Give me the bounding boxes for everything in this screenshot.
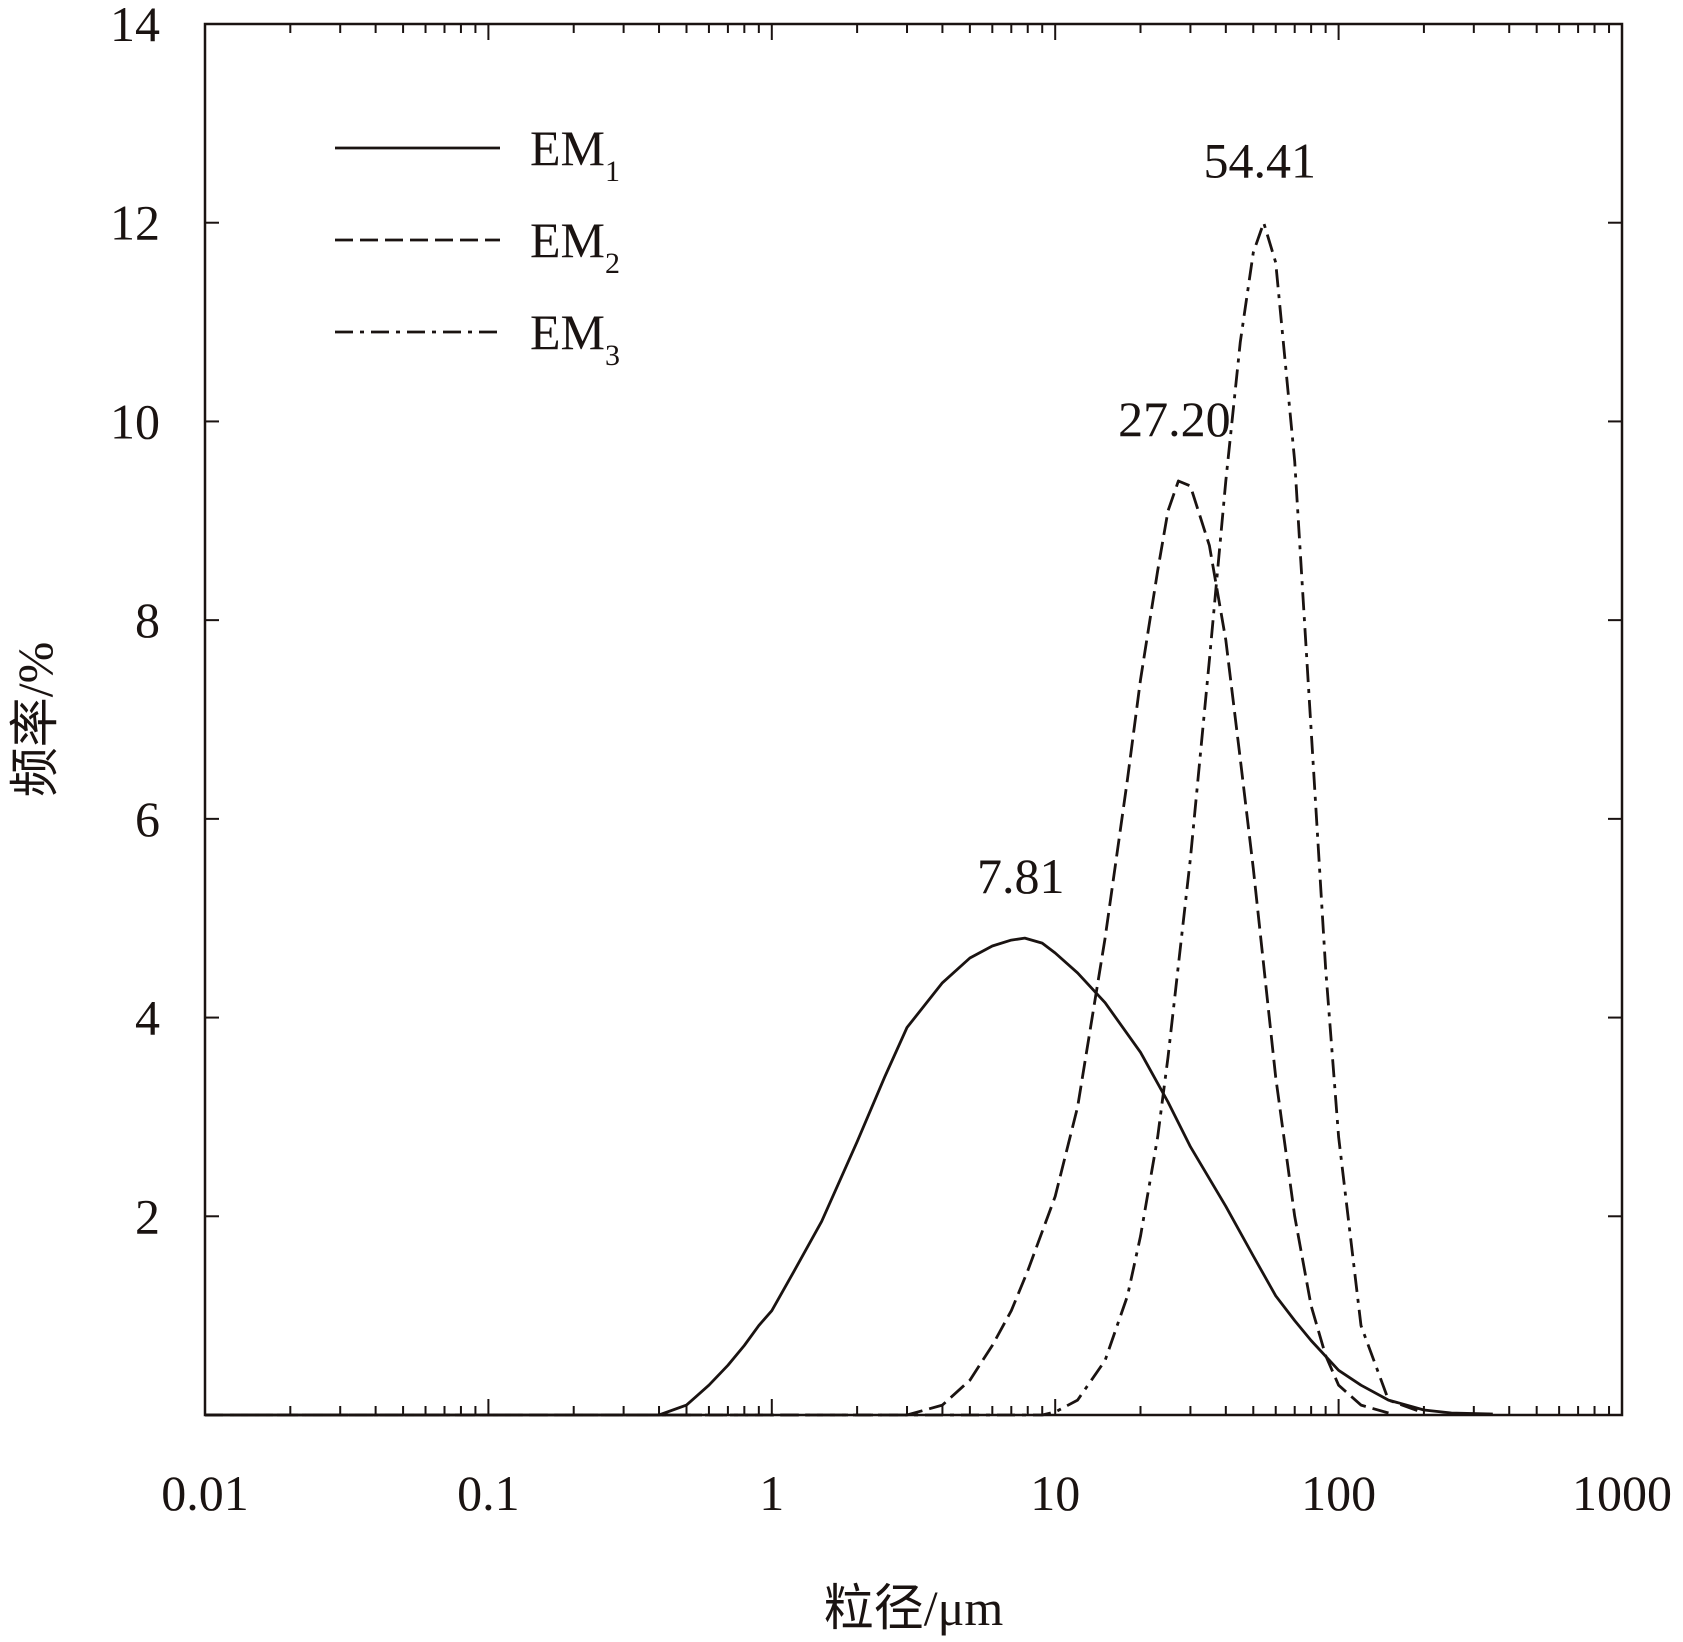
series-group [205, 221, 1493, 1417]
series-em2-line [205, 479, 1389, 1417]
axis-titles: 粒径/μm 频率/% [7, 642, 1003, 1636]
y-tick-label: 2 [135, 1188, 160, 1244]
x-axis-title: 粒径/μm [824, 1580, 1004, 1636]
y-tick-label: 10 [110, 393, 160, 449]
legend-label-em2: EM2 [530, 212, 620, 280]
plot-frame [203, 22, 1624, 1417]
peak-label: 7.81 [977, 848, 1065, 904]
x-tick-label: 1000 [1572, 1465, 1672, 1521]
legend-subscript: 3 [605, 339, 620, 372]
legend-label-em3: EM3 [530, 304, 620, 372]
annotation-group: 7.81 27.20 54.41 [977, 133, 1316, 904]
peak-label: 54.41 [1203, 133, 1316, 189]
y-axis-title: 频率/% [7, 642, 63, 798]
x-tick-label: 0.1 [457, 1465, 520, 1521]
y-tick-label: 12 [110, 195, 160, 251]
y-tick-label: 6 [135, 791, 160, 847]
series-em3-line [205, 221, 1425, 1417]
y-tick-label: 14 [110, 0, 160, 52]
y-tick-label: 8 [135, 592, 160, 648]
peak-label: 27.20 [1118, 391, 1231, 447]
x-tick-label: 100 [1301, 1465, 1376, 1521]
series-em1-line [205, 936, 1493, 1417]
x-tick-label: 0.01 [161, 1465, 249, 1521]
legend-label-em1: EM1 [530, 120, 620, 188]
legend-subscript: 2 [605, 247, 620, 280]
legend-subscript: 1 [605, 155, 620, 188]
x-tick-label: 10 [1030, 1465, 1080, 1521]
y-tick-label: 4 [135, 990, 160, 1046]
legend: EM1 EM2 EM3 [335, 120, 620, 372]
x-tick-label: 1 [759, 1465, 784, 1521]
